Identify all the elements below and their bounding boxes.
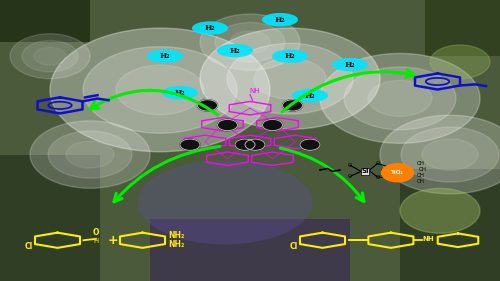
Circle shape <box>116 65 204 115</box>
Circle shape <box>200 14 300 70</box>
Circle shape <box>66 141 114 168</box>
Ellipse shape <box>292 89 328 102</box>
Ellipse shape <box>192 21 228 35</box>
Circle shape <box>300 139 320 150</box>
Circle shape <box>262 119 282 131</box>
Text: H: H <box>94 238 99 244</box>
Circle shape <box>230 31 270 53</box>
Text: H₂: H₂ <box>160 52 170 60</box>
Circle shape <box>198 100 218 111</box>
Text: +: + <box>107 234 118 247</box>
Circle shape <box>422 139 478 170</box>
Circle shape <box>30 121 150 188</box>
Text: H₂: H₂ <box>284 52 296 60</box>
Circle shape <box>380 115 500 194</box>
Text: OH: OH <box>419 167 427 172</box>
Circle shape <box>10 34 90 79</box>
Text: OH: OH <box>416 173 424 178</box>
Ellipse shape <box>332 58 368 71</box>
Text: NH₂: NH₂ <box>168 240 185 249</box>
Circle shape <box>180 139 200 150</box>
Circle shape <box>22 40 78 72</box>
Circle shape <box>282 100 302 111</box>
Text: TiO₂: TiO₂ <box>391 170 404 175</box>
Circle shape <box>215 22 285 62</box>
Circle shape <box>227 43 353 114</box>
Bar <box>150 219 350 281</box>
Ellipse shape <box>162 86 198 99</box>
Ellipse shape <box>138 160 312 244</box>
Circle shape <box>34 47 66 65</box>
Circle shape <box>245 139 265 150</box>
Text: NH₂: NH₂ <box>168 231 185 240</box>
Text: O: O <box>376 161 380 166</box>
Circle shape <box>254 58 326 99</box>
Text: Cl: Cl <box>290 242 298 251</box>
Bar <box>0 155 100 281</box>
Circle shape <box>218 119 238 131</box>
Text: H₂: H₂ <box>344 61 356 69</box>
Ellipse shape <box>272 49 308 63</box>
Circle shape <box>83 47 237 133</box>
Circle shape <box>382 164 414 182</box>
Text: O: O <box>348 163 352 168</box>
Ellipse shape <box>217 44 253 57</box>
Circle shape <box>320 53 480 143</box>
Text: NH: NH <box>422 236 434 242</box>
Circle shape <box>50 28 270 152</box>
Circle shape <box>400 188 480 233</box>
Text: O: O <box>93 228 99 237</box>
Bar <box>425 0 500 56</box>
Bar <box>0 0 90 42</box>
Circle shape <box>235 139 255 150</box>
Circle shape <box>48 131 132 178</box>
Text: H₂: H₂ <box>304 92 316 99</box>
Ellipse shape <box>262 13 298 26</box>
Circle shape <box>430 45 490 79</box>
Text: O: O <box>376 175 380 180</box>
Circle shape <box>401 127 499 182</box>
Circle shape <box>200 28 380 129</box>
Text: H₂: H₂ <box>230 47 240 55</box>
Text: H₂: H₂ <box>204 24 216 32</box>
Circle shape <box>344 67 456 130</box>
Text: Cl: Cl <box>24 242 33 251</box>
Text: NH: NH <box>250 88 260 94</box>
Ellipse shape <box>147 49 183 63</box>
Text: OH: OH <box>416 179 424 184</box>
Text: H₂: H₂ <box>174 89 186 97</box>
Bar <box>400 169 500 281</box>
Circle shape <box>368 80 432 116</box>
Text: OH: OH <box>416 161 424 166</box>
Text: O: O <box>348 174 352 179</box>
Text: H₂: H₂ <box>274 16 285 24</box>
Text: Si: Si <box>361 168 369 175</box>
